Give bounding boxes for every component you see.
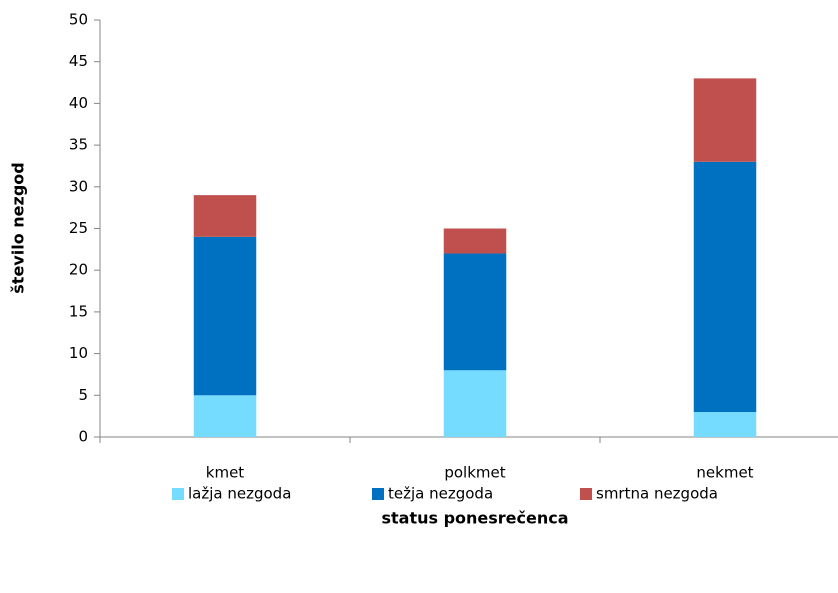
legend-swatch bbox=[372, 488, 384, 500]
bar-segment bbox=[443, 228, 507, 254]
bar-segment bbox=[693, 411, 757, 437]
bar-segment bbox=[693, 161, 757, 412]
y-tick-label: 25 bbox=[69, 219, 88, 237]
bar-segment bbox=[193, 236, 257, 396]
y-tick-label: 50 bbox=[69, 11, 88, 29]
y-tick-label: 15 bbox=[69, 302, 88, 320]
y-tick-label: 40 bbox=[69, 94, 88, 112]
y-axis-title: število nezgod bbox=[9, 162, 28, 293]
x-tick-label: nekmet bbox=[696, 464, 753, 482]
x-tick-label: kmet bbox=[206, 464, 245, 482]
bar-segment bbox=[443, 253, 507, 371]
x-axis-title: status ponesrečenca bbox=[381, 509, 568, 528]
legend-label: lažja nezgoda bbox=[188, 485, 291, 503]
y-tick-label: 5 bbox=[78, 386, 88, 404]
bar-segment bbox=[193, 195, 257, 237]
y-tick-label: 10 bbox=[69, 344, 88, 362]
y-tick-label: 35 bbox=[69, 136, 88, 154]
bar-segment bbox=[693, 78, 757, 162]
y-tick-label: 0 bbox=[78, 428, 88, 446]
y-tick-label: 30 bbox=[69, 177, 88, 195]
legend-swatch bbox=[580, 488, 592, 500]
legend-label: smrtna nezgoda bbox=[596, 485, 718, 503]
bar-segment bbox=[193, 395, 257, 437]
legend-label: težja nezgoda bbox=[388, 485, 493, 503]
legend-swatch bbox=[172, 488, 184, 500]
y-tick-label: 20 bbox=[69, 261, 88, 279]
bar-segment bbox=[443, 370, 507, 437]
y-tick-label: 45 bbox=[69, 52, 88, 70]
x-tick-label: polkmet bbox=[444, 464, 505, 482]
